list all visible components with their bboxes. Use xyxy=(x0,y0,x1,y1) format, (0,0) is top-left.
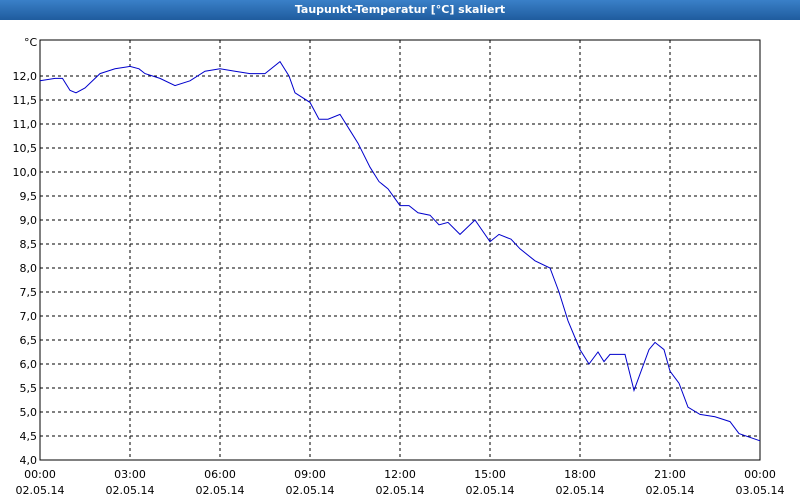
x-tick-label: 00:00 xyxy=(24,468,56,481)
x-tick-date: 02.05.14 xyxy=(376,484,425,497)
y-tick-label: 6,0 xyxy=(20,358,38,371)
x-tick-date: 02.05.14 xyxy=(196,484,245,497)
y-tick-label: 8,0 xyxy=(20,262,38,275)
x-tick-label: 00:00 xyxy=(744,468,776,481)
y-tick-label: 12,0 xyxy=(13,70,38,83)
x-tick-label: 18:00 xyxy=(564,468,596,481)
y-tick-label: 11,0 xyxy=(13,118,38,131)
y-unit: °C xyxy=(24,36,38,49)
x-tick-label: 15:00 xyxy=(474,468,506,481)
x-tick-label: 03:00 xyxy=(114,468,146,481)
x-tick-label: 21:00 xyxy=(654,468,686,481)
y-tick-label: 5,5 xyxy=(20,382,38,395)
x-tick-date: 02.05.14 xyxy=(646,484,695,497)
x-tick-date: 02.05.14 xyxy=(286,484,335,497)
chart: °C 4,0 4,5 5,0 5,5 6,0 6,5 7,0 7,5 8,0 8,5 9,0 9,5 1… xyxy=(13,36,785,497)
y-tick-label: 5,0 xyxy=(20,406,38,419)
y-tick-label: 9,5 xyxy=(20,190,38,203)
y-tick-label: 7,0 xyxy=(20,310,38,323)
y-tick-label: 9,0 xyxy=(20,214,38,227)
x-tick-date: 02.05.14 xyxy=(16,484,65,497)
y-tick-label: 11,5 xyxy=(13,94,38,107)
x-tick-label: 06:00 xyxy=(204,468,236,481)
x-tick-date: 02.05.14 xyxy=(556,484,605,497)
y-tick-label: 8,5 xyxy=(20,238,38,251)
data-line xyxy=(39,60,761,442)
title-bar: Taupunkt-Temperatur [°C] skaliert xyxy=(0,0,800,20)
x-tick-date: 02.05.14 xyxy=(106,484,155,497)
x-tick-date: 02.05.14 xyxy=(466,484,515,497)
x-tick-label: 09:00 xyxy=(294,468,326,481)
y-tick-label: 10,0 xyxy=(13,166,38,179)
y-tick-label: 6,5 xyxy=(20,334,38,347)
y-tick-label: 10,5 xyxy=(13,142,38,155)
y-tick-label: 4,5 xyxy=(20,430,38,443)
y-tick-label: 7,5 xyxy=(20,286,38,299)
x-tick-label: 12:00 xyxy=(384,468,416,481)
y-tick-label: 4,0 xyxy=(20,454,38,467)
x-tick-date: 03.05.14 xyxy=(736,484,785,497)
